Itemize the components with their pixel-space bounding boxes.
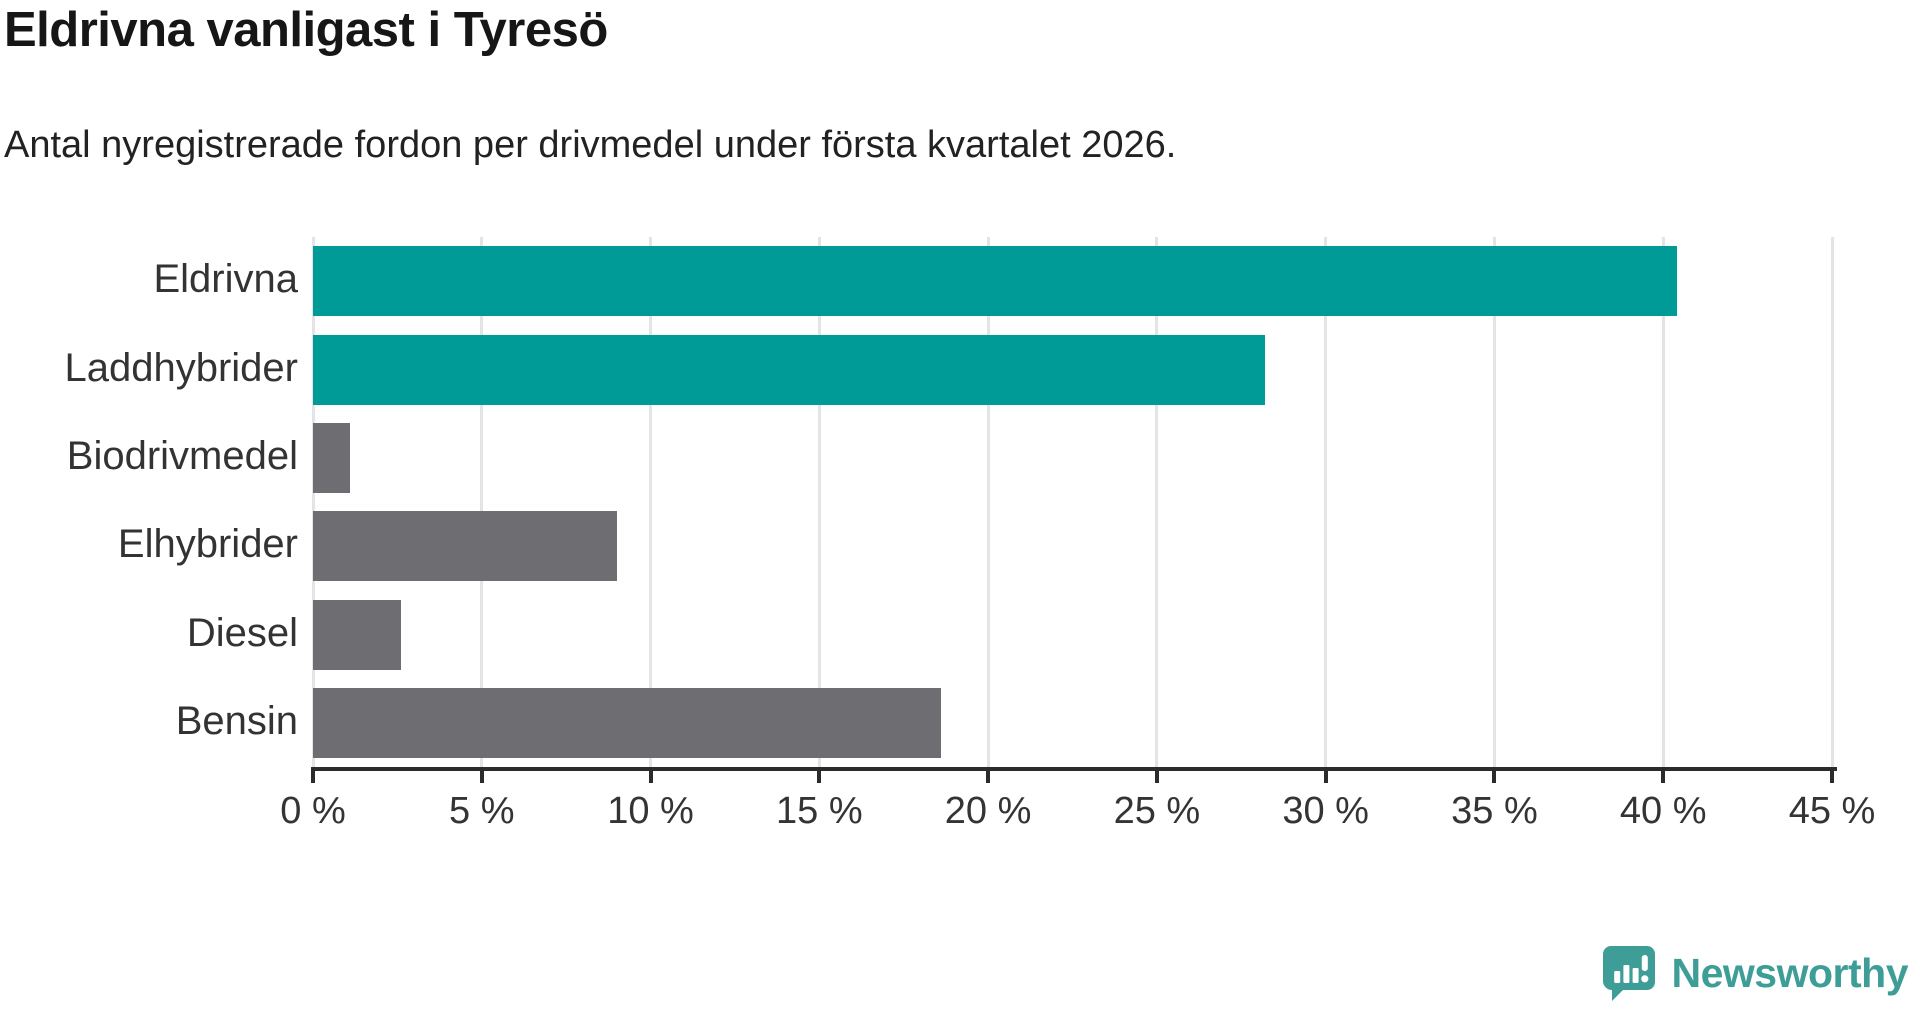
bar-biodrivmedel (313, 422, 351, 493)
category-label-eldrivna: Eldrivna (153, 257, 298, 302)
bar-row-laddhybrider: Laddhybrider (65, 334, 1832, 405)
x-axis-tick-label-5: 5 % (449, 790, 515, 832)
x-axis-tick-label-45: 45 % (1788, 790, 1876, 832)
category-label-elhybrider: Elhybrider (117, 522, 298, 567)
category-label-bensin: Bensin (175, 698, 298, 743)
bar-laddhybrider (313, 334, 1265, 405)
x-axis-tick-label-35: 35 % (1451, 790, 1538, 832)
x-axis-tick-10 (648, 767, 653, 783)
x-axis-tick-20 (986, 767, 991, 783)
x-axis-tick-label-25: 25 % (1113, 790, 1201, 832)
gridline-35 (1492, 237, 1496, 767)
x-axis-tick-label-15: 15 % (776, 790, 863, 832)
gridline-40 (1661, 237, 1665, 767)
chart-title: Eldrivna vanligast i Tyresö (4, 3, 608, 57)
gridline-15 (817, 237, 821, 767)
newsworthy-bubble-chart-icon (1602, 944, 1657, 1002)
gridline-45 (1830, 237, 1834, 767)
x-axis-tick-label-40: 40 % (1619, 790, 1707, 832)
bar-row-biodrivmedel: Biodrivmedel (67, 422, 1832, 493)
bar-elhybrider (313, 511, 617, 582)
x-axis-tick-0 (311, 767, 315, 783)
category-label-biodrivmedel: Biodrivmedel (66, 433, 298, 478)
gridline-0 (311, 237, 315, 767)
x-axis-tick-15 (817, 767, 822, 783)
chart-subtitle: Antal nyregistrerade fordon per drivmede… (4, 124, 1177, 166)
x-axis-tick-30 (1323, 767, 1328, 783)
bar-diesel (313, 599, 401, 670)
newsworthy-logo: Newsworthy (1602, 944, 1909, 1002)
bar-eldrivna (313, 246, 1677, 317)
x-axis-tick-5 (479, 767, 484, 783)
gridline-10 (649, 237, 653, 767)
bar-row-eldrivna: Eldrivna (153, 246, 1832, 317)
gridline-5 (480, 237, 484, 767)
gridline-20 (986, 237, 990, 767)
x-axis-tick-45 (1830, 767, 1834, 783)
plot-area: Eldrivna Laddhybrider Biodrivmedel Elhybrid… (65, 237, 1875, 832)
x-axis-tick-label-20: 20 % (944, 790, 1032, 832)
x-axis-tick-25 (1154, 767, 1159, 783)
gridline-25 (1155, 237, 1159, 767)
x-axis-tick-label-30: 30 % (1282, 790, 1369, 832)
x-axis-tick-label-10: 10 % (607, 790, 694, 832)
category-label-diesel: Diesel (186, 610, 298, 655)
x-axis-line (311, 767, 1837, 771)
bar-row-bensin: Bensin (176, 687, 1832, 758)
x-axis-tick-label-0: 0 % (280, 790, 346, 832)
x-axis-tick-35 (1492, 767, 1497, 783)
bar-row-elhybrider: Elhybrider (118, 511, 1832, 582)
category-label-laddhybrider: Laddhybrider (64, 345, 299, 390)
gridline-30 (1324, 237, 1328, 767)
bar-bensin (313, 687, 941, 758)
bar-row-diesel: Diesel (187, 599, 1832, 670)
newsworthy-logo-text: Newsworthy (1671, 949, 1909, 996)
x-axis-tick-40 (1661, 767, 1666, 783)
